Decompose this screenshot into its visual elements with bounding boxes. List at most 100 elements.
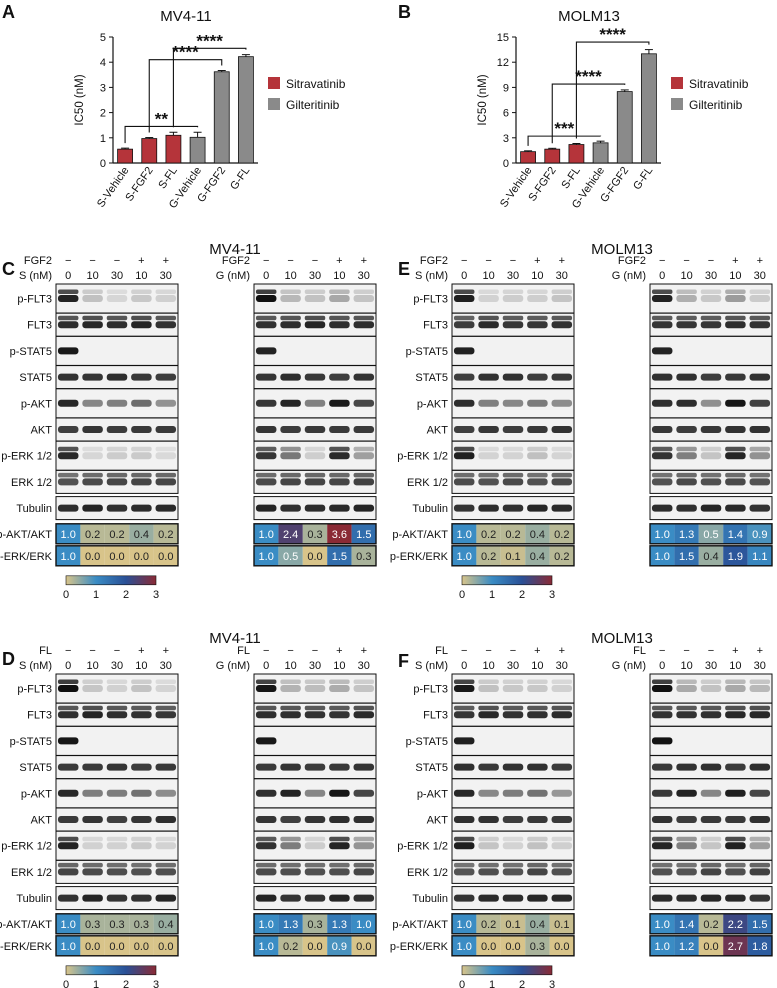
band <box>106 894 128 902</box>
band <box>725 842 746 850</box>
band-upper <box>155 836 177 842</box>
heat-row-border <box>451 523 575 545</box>
significance-label: **** <box>172 43 199 62</box>
band-upper <box>453 289 475 294</box>
band <box>82 321 103 329</box>
x-tick-label: G-FL <box>228 165 252 192</box>
heat-cell <box>104 545 130 566</box>
heat-cell <box>747 913 772 934</box>
band-upper <box>155 862 177 868</box>
heat-value: 0.4 <box>530 919 545 931</box>
heat-value: 0.0 <box>307 941 322 953</box>
band <box>453 373 475 381</box>
heat-cell <box>500 523 526 544</box>
dose-label: 30 <box>705 270 717 282</box>
band <box>304 426 326 433</box>
color-scale-bar <box>65 965 157 976</box>
band <box>676 816 697 823</box>
heat-value: 0.3 <box>307 529 322 541</box>
band-upper <box>255 315 277 321</box>
y-axis-label: IC50 (nM) <box>74 74 86 125</box>
heat-value: 0.2 <box>85 529 100 541</box>
band <box>700 504 722 512</box>
band <box>527 504 548 512</box>
band <box>304 789 326 797</box>
band <box>527 816 548 823</box>
band <box>527 478 548 486</box>
heat-value: 1.5 <box>356 529 371 541</box>
heat-cell <box>278 913 303 934</box>
heat-value: 0.2 <box>554 529 569 541</box>
band <box>280 321 301 329</box>
band <box>280 426 301 433</box>
band <box>353 426 375 433</box>
band <box>527 426 548 433</box>
row-label: FLT3 <box>27 320 52 332</box>
dose-label: 10 <box>482 660 494 672</box>
heat-cell <box>351 913 376 934</box>
factor-mark: + <box>336 255 342 267</box>
band <box>725 373 746 381</box>
band <box>106 478 128 486</box>
heat-cell <box>525 523 550 544</box>
legend-swatch <box>671 98 683 110</box>
band <box>57 816 79 823</box>
band-upper <box>329 472 350 478</box>
heat-cell <box>351 935 376 956</box>
band <box>651 685 673 692</box>
legend-label: Gilteritinib <box>286 98 340 112</box>
heat-cell <box>153 523 178 544</box>
band <box>700 816 722 823</box>
heat-row-border <box>253 545 377 567</box>
drug-label: S (nM) <box>19 660 52 672</box>
factor-mark: + <box>163 645 169 657</box>
dose-label: 30 <box>507 660 519 672</box>
dose-label: 0 <box>461 270 467 282</box>
significance-label: **** <box>575 67 602 86</box>
band <box>155 789 177 797</box>
heat-cell <box>129 523 154 544</box>
heat-cell <box>723 913 748 934</box>
heat-value: 0.4 <box>158 919 173 931</box>
band-upper <box>131 679 152 684</box>
band <box>651 789 673 797</box>
band-upper <box>527 472 548 478</box>
band <box>57 347 79 355</box>
band <box>304 763 326 771</box>
band <box>453 295 475 302</box>
heat-cell <box>56 545 81 566</box>
gilteritinib-blot: FL G (nM) − − − + +0 10 30 10 30 1.0 1.3 0.3 1.3 1.0 1.0… <box>216 645 377 957</box>
band <box>255 347 277 355</box>
heat-value: 3.6 <box>332 529 347 541</box>
heat-cell <box>674 545 699 566</box>
band <box>749 399 771 407</box>
band-upper <box>304 315 326 321</box>
band <box>651 504 673 512</box>
band <box>676 842 697 850</box>
band-upper <box>82 705 103 711</box>
dose-label: 10 <box>284 270 296 282</box>
band-upper <box>155 705 177 711</box>
band <box>551 842 573 850</box>
band <box>255 373 277 381</box>
band-upper <box>453 446 475 452</box>
drug-label: G (nM) <box>216 270 250 282</box>
band-upper <box>725 315 746 321</box>
band-upper <box>478 472 499 478</box>
band <box>700 452 722 460</box>
band-upper <box>651 705 673 711</box>
factor-mark: + <box>757 645 763 657</box>
heat-cell <box>327 523 352 544</box>
heat-cell <box>549 523 574 544</box>
band-upper <box>551 862 573 868</box>
heat-cell <box>56 913 81 934</box>
band-upper <box>700 472 722 478</box>
band <box>57 737 79 745</box>
band <box>329 373 350 381</box>
band <box>106 295 128 302</box>
y-tick-label: 2 <box>100 108 106 120</box>
band <box>453 763 475 771</box>
band-upper <box>478 705 499 711</box>
